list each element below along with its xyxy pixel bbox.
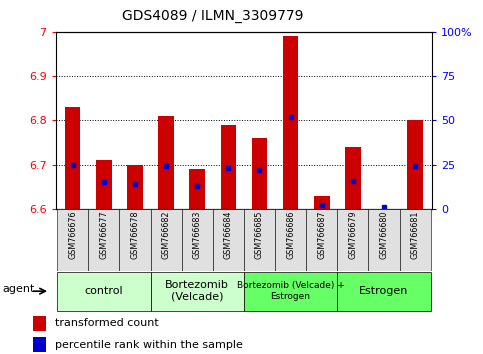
Bar	[57, 209, 88, 271]
Bar	[33, 337, 46, 352]
Text: GDS4089 / ILMN_3309779: GDS4089 / ILMN_3309779	[122, 9, 303, 23]
Text: control: control	[85, 286, 123, 296]
Text: GSM766684: GSM766684	[224, 211, 233, 259]
Bar	[369, 209, 399, 271]
Text: GSM766678: GSM766678	[130, 211, 140, 259]
Bar	[407, 120, 423, 209]
Bar	[399, 209, 431, 271]
Text: Bortezomib (Velcade) +
Estrogen: Bortezomib (Velcade) + Estrogen	[237, 281, 344, 301]
Text: percentile rank within the sample: percentile rank within the sample	[55, 339, 242, 350]
Bar	[65, 107, 81, 209]
Bar	[244, 209, 275, 271]
Bar	[345, 147, 361, 209]
Bar	[96, 160, 112, 209]
Text: GSM766686: GSM766686	[286, 211, 295, 259]
Text: GSM766677: GSM766677	[99, 211, 108, 259]
Bar	[337, 272, 431, 311]
Bar	[275, 209, 306, 271]
Text: GSM766687: GSM766687	[317, 211, 326, 259]
Bar	[57, 272, 151, 311]
Bar	[158, 116, 174, 209]
Bar	[119, 209, 151, 271]
Bar	[283, 36, 298, 209]
Bar	[151, 272, 244, 311]
Text: GSM766683: GSM766683	[193, 211, 202, 259]
Text: GSM766676: GSM766676	[68, 211, 77, 259]
Bar	[151, 209, 182, 271]
Text: agent: agent	[3, 284, 35, 294]
Text: Bortezomib
(Velcade): Bortezomib (Velcade)	[165, 280, 229, 302]
Text: GSM766680: GSM766680	[380, 211, 388, 259]
Bar	[33, 316, 46, 331]
Text: Estrogen: Estrogen	[359, 286, 409, 296]
Bar	[337, 209, 369, 271]
Text: GSM766679: GSM766679	[348, 211, 357, 259]
Bar	[244, 272, 337, 311]
Bar	[88, 209, 119, 271]
Bar	[252, 138, 267, 209]
Text: GSM766681: GSM766681	[411, 211, 420, 259]
Text: GSM766682: GSM766682	[162, 211, 170, 259]
Bar	[182, 209, 213, 271]
Bar	[213, 209, 244, 271]
Bar	[127, 165, 142, 209]
Text: transformed count: transformed count	[55, 318, 158, 329]
Bar	[306, 209, 337, 271]
Text: GSM766685: GSM766685	[255, 211, 264, 259]
Bar	[314, 196, 329, 209]
Bar	[221, 125, 236, 209]
Bar	[189, 169, 205, 209]
